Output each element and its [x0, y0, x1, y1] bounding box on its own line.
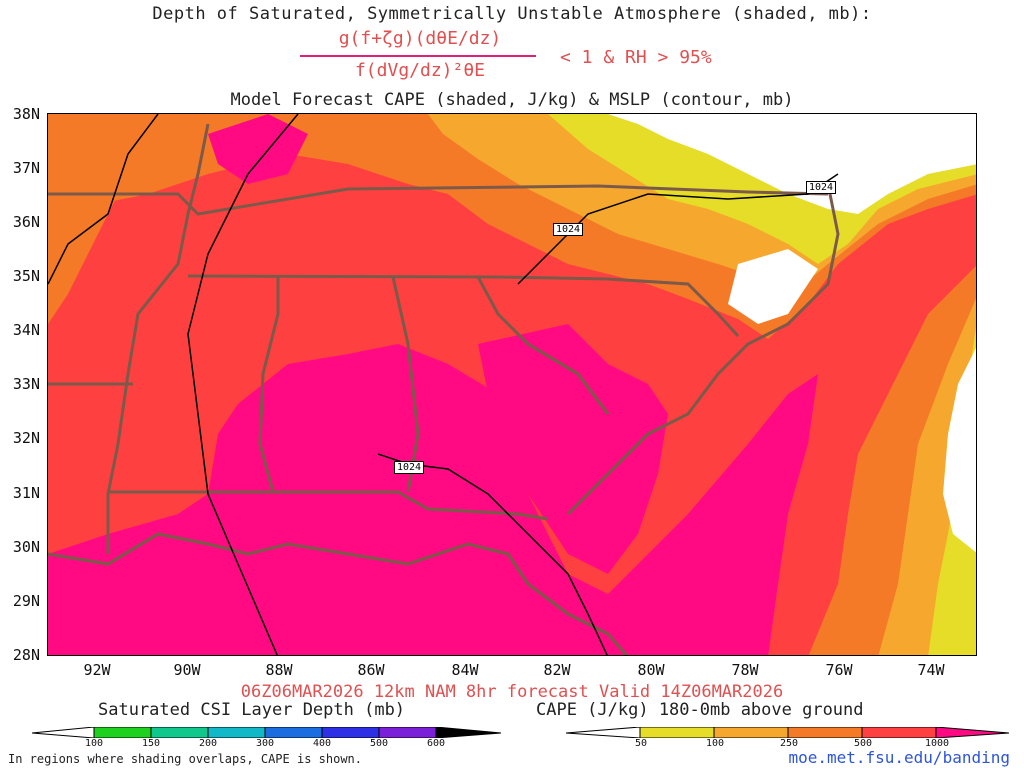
- lat-label-31n: 31N: [12, 484, 40, 502]
- formula-denominator: f(dVg/dz)²θE: [354, 60, 486, 81]
- formula-fraction-bar: [300, 55, 536, 57]
- cape-tick-500: 500: [853, 738, 873, 749]
- csi-tick-600: 600: [426, 738, 446, 749]
- no-cape-area-carolina: [728, 249, 818, 324]
- lat-label-30n: 30N: [12, 538, 40, 556]
- contour-label-1024-va: 1024: [806, 181, 837, 194]
- formula-numerator: g(f+ζg)(dθE/dz): [338, 28, 502, 49]
- csi-tick-200: 200: [198, 738, 218, 749]
- cape-1000-atlantic: [608, 374, 818, 655]
- state-boundaries: [48, 123, 840, 655]
- no-cape-area-atlantic: [943, 348, 976, 553]
- lon-label-92w: 92W: [83, 661, 111, 679]
- lat-label-36n: 36N: [12, 213, 40, 231]
- formula-condition: < 1 & RH > 95%: [560, 47, 712, 68]
- cape-colorbar-title: CAPE (J/kg) 180-0mb above ground: [536, 700, 864, 720]
- csi-colorbar-title: Saturated CSI Layer Depth (mb): [98, 700, 406, 720]
- csi-tick-100: 100: [84, 738, 104, 749]
- contour-label-1024-south: 1024: [394, 461, 425, 474]
- no-cape-area-north: [608, 114, 976, 214]
- lat-label-35n: 35N: [12, 267, 40, 285]
- lon-label-74w: 74W: [917, 661, 945, 679]
- cape-tick-100: 100: [705, 738, 725, 749]
- lon-label-86w: 86W: [357, 661, 385, 679]
- cape-1000-georgia: [478, 324, 668, 574]
- csi-colorbar-graphic: [32, 727, 502, 738]
- lat-label-28n: 28N: [12, 646, 40, 664]
- lon-label-82w: 82W: [543, 661, 571, 679]
- csi-tick-150: 150: [141, 738, 161, 749]
- cape-colorbar-graphic: [566, 727, 1010, 738]
- lon-label-80w: 80W: [637, 661, 665, 679]
- csi-formula: g(f+ζg)(dθE/dz) f(dVg/dz)²θE: [300, 28, 540, 86]
- map-canvas: [48, 114, 976, 655]
- cape-250-west: [48, 114, 158, 324]
- lon-label-76w: 76W: [825, 661, 853, 679]
- run-info: 06Z06MAR2026 12km NAM 8hr forecast Valid…: [240, 682, 784, 702]
- lat-label-29n: 29N: [12, 592, 40, 610]
- cape-1000-south: [48, 344, 628, 655]
- csi-tick-500: 500: [369, 738, 389, 749]
- csi-tick-300: 300: [255, 738, 275, 749]
- lat-label-34n: 34N: [12, 321, 40, 339]
- contour-label-1024-nc: 1024: [553, 223, 584, 236]
- lat-label-38n: 38N: [12, 105, 40, 123]
- lon-label-90w: 90W: [173, 661, 201, 679]
- lat-label-33n: 33N: [12, 375, 40, 393]
- title-line-1: Depth of Saturated, Symmetrically Unstab…: [152, 4, 872, 24]
- cape-tick-50: 50: [634, 738, 648, 749]
- cape-tick-250: 250: [779, 738, 799, 749]
- lat-label-32n: 32N: [12, 429, 40, 447]
- cape-tick-1000: 1000: [924, 738, 950, 749]
- csi-tick-400: 400: [312, 738, 332, 749]
- overlap-note: In regions where shading overlaps, CAPE …: [8, 752, 363, 766]
- lat-label-37n: 37N: [12, 159, 40, 177]
- source-site-link[interactable]: moe.met.fsu.edu/banding: [788, 748, 1010, 767]
- lon-label-88w: 88W: [265, 661, 293, 679]
- forecast-map: 1024 1024 1024: [47, 113, 977, 656]
- title-line-3: Model Forecast CAPE (shaded, J/kg) & MSL…: [230, 90, 794, 110]
- lon-label-84w: 84W: [451, 661, 479, 679]
- lon-label-78w: 78W: [731, 661, 759, 679]
